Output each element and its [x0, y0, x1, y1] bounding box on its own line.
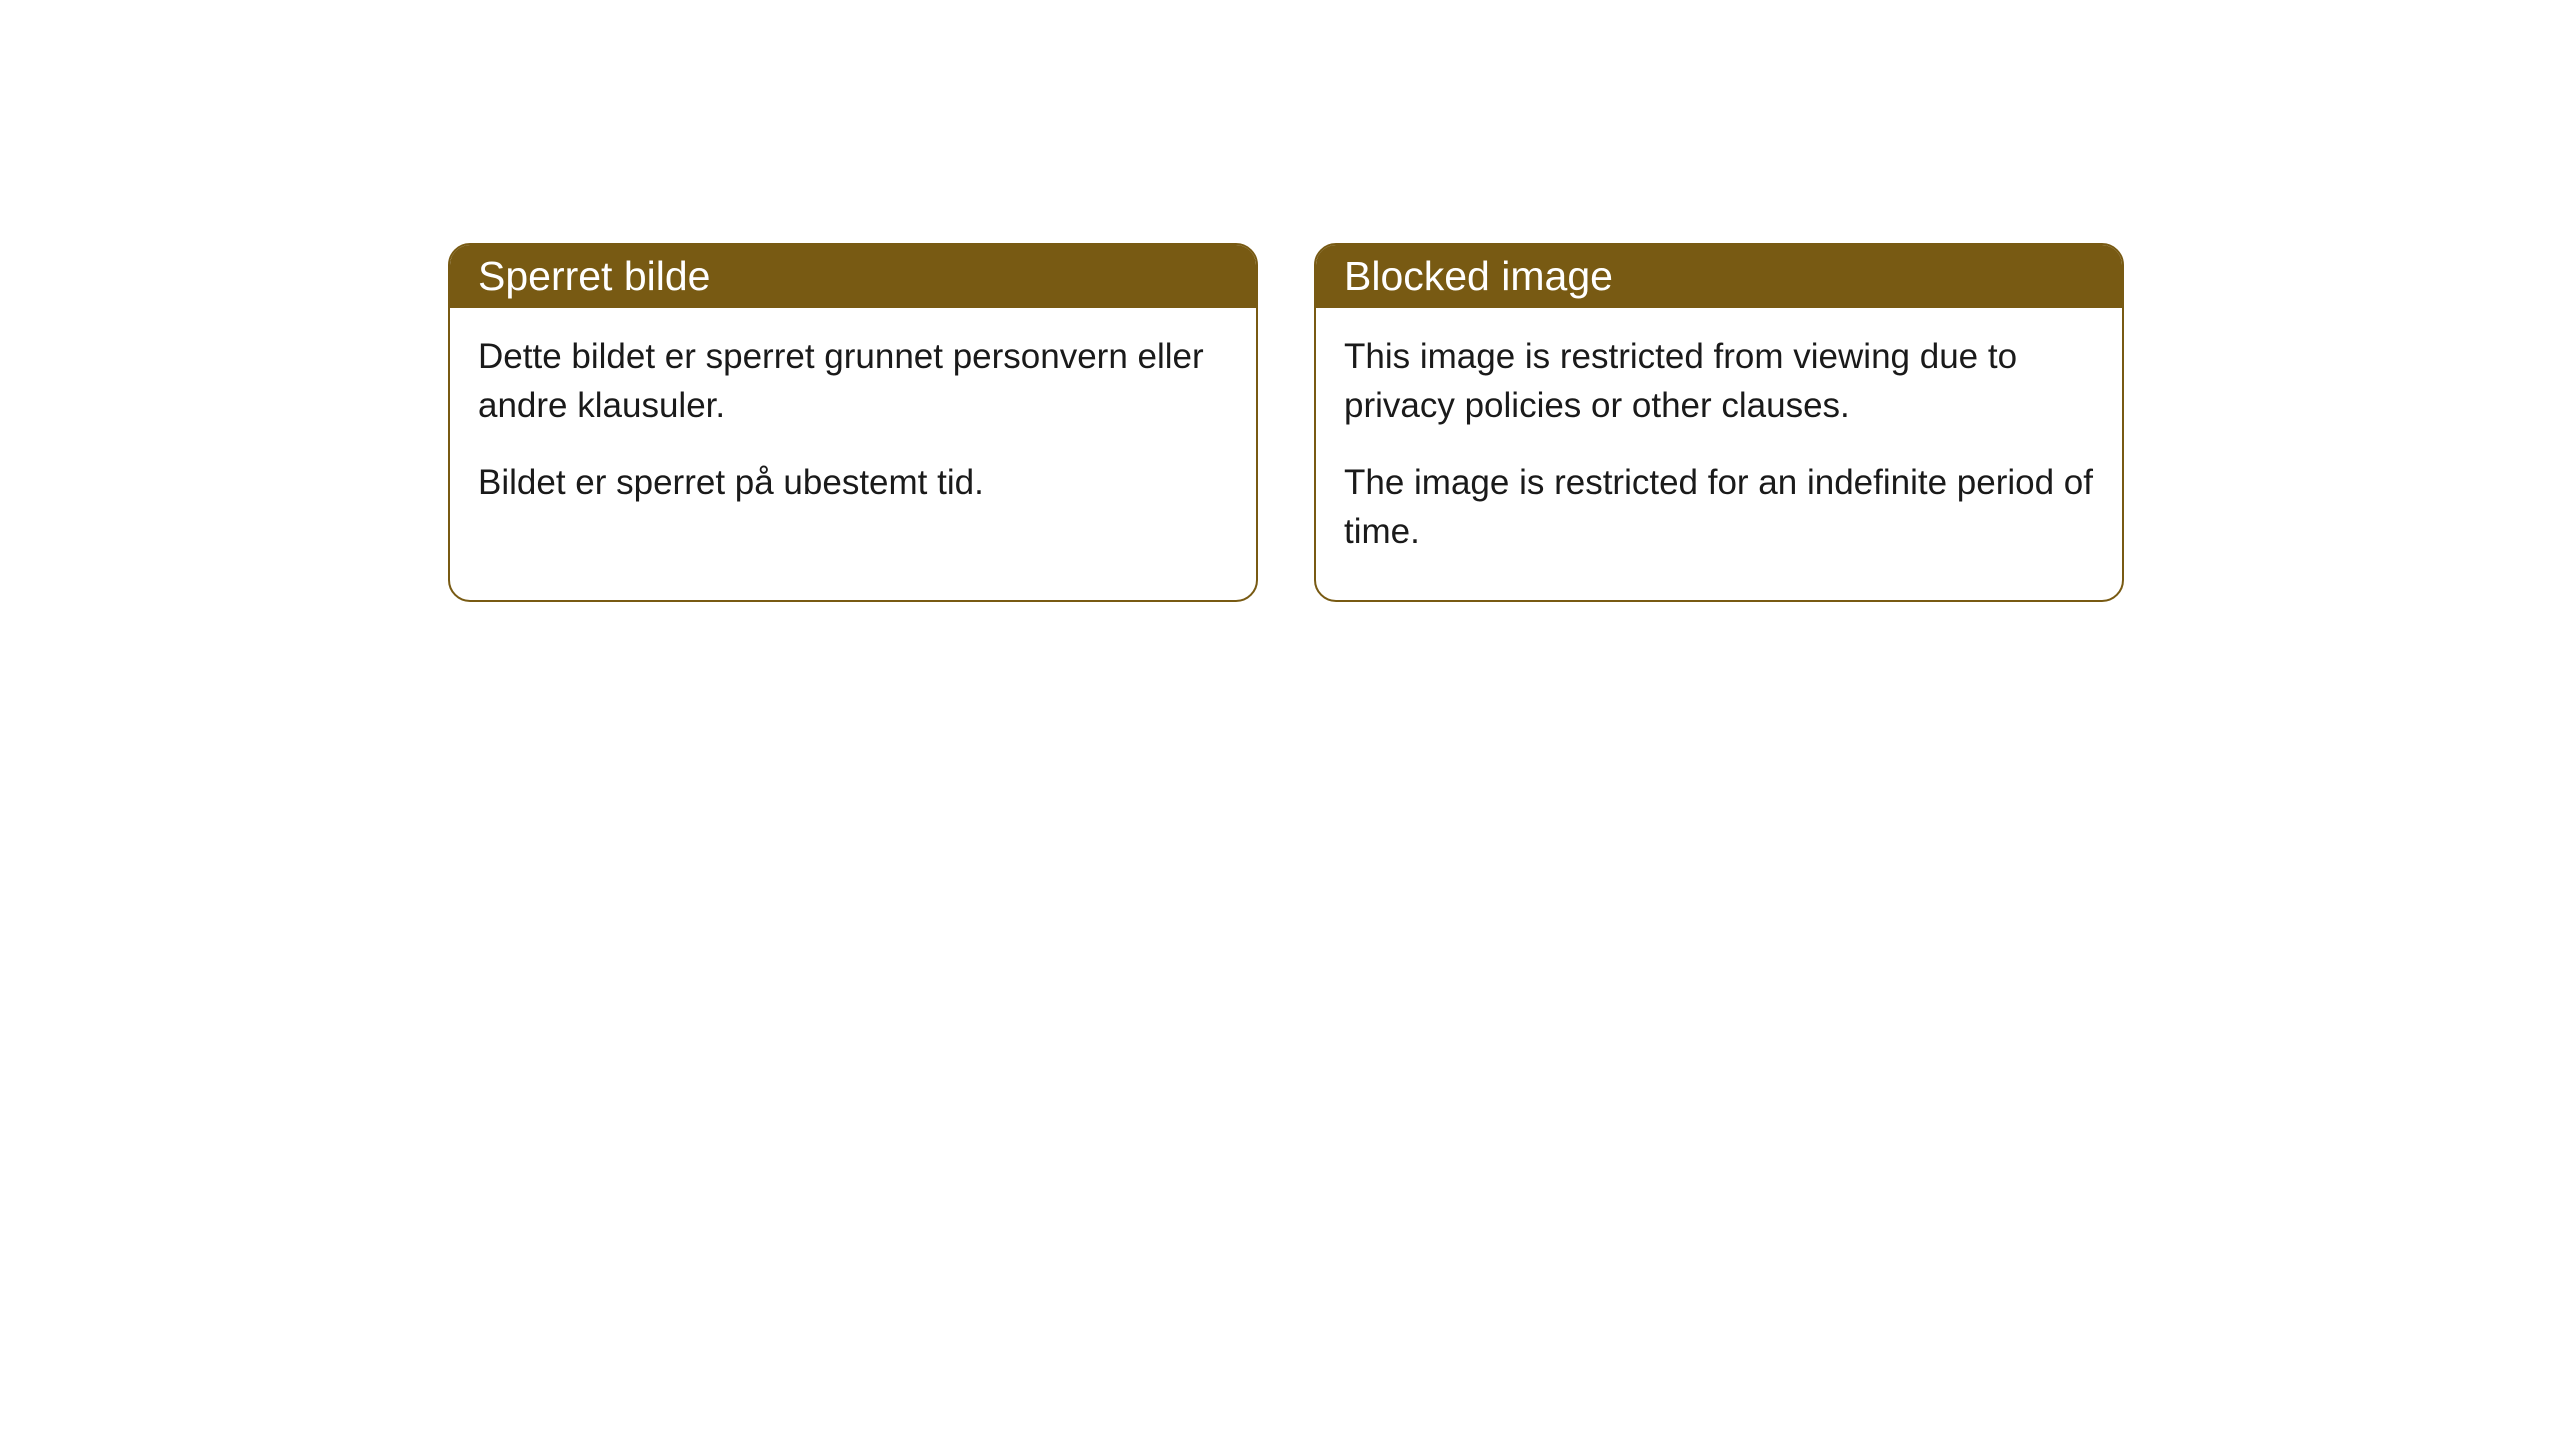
notice-paragraph-2: The image is restricted for an indefinit… — [1344, 458, 2094, 556]
notice-body: Dette bildet er sperret grunnet personve… — [450, 308, 1256, 551]
notice-header: Blocked image — [1316, 245, 2122, 308]
notice-title: Blocked image — [1344, 253, 1613, 299]
notice-paragraph-2: Bildet er sperret på ubestemt tid. — [478, 458, 1228, 507]
notice-card-norwegian: Sperret bilde Dette bildet er sperret gr… — [448, 243, 1258, 602]
notice-cards-container: Sperret bilde Dette bildet er sperret gr… — [448, 243, 2124, 602]
notice-paragraph-1: This image is restricted from viewing du… — [1344, 332, 2094, 430]
notice-title: Sperret bilde — [478, 253, 710, 299]
notice-paragraph-1: Dette bildet er sperret grunnet personve… — [478, 332, 1228, 430]
notice-header: Sperret bilde — [450, 245, 1256, 308]
notice-card-english: Blocked image This image is restricted f… — [1314, 243, 2124, 602]
notice-body: This image is restricted from viewing du… — [1316, 308, 2122, 600]
